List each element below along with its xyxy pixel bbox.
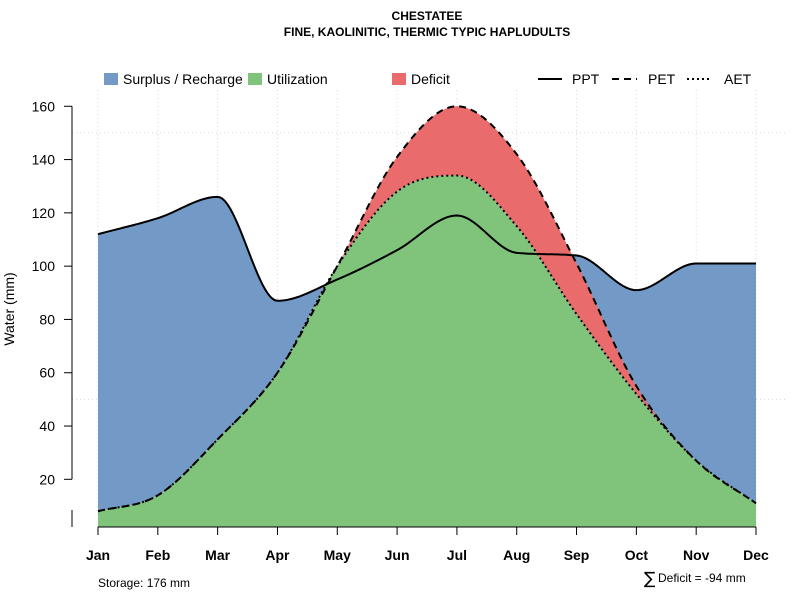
- y-axis-title: Water (mm): [1, 272, 17, 345]
- x-tick-label: Aug: [503, 547, 530, 563]
- x-tick-label: Apr: [265, 547, 290, 563]
- legend: Surplus / Recharge Utilization Deficit P…: [104, 71, 752, 87]
- y-tick-label: 40: [39, 418, 55, 434]
- legend-label-deficit: Deficit: [411, 71, 450, 87]
- legend-swatch-surplus: [104, 73, 118, 85]
- y-tick-label: 100: [32, 258, 56, 274]
- legend-swatch-utilization: [248, 73, 262, 85]
- x-tick-label: Jul: [447, 547, 467, 563]
- series-lines: [97, 105, 757, 513]
- legend-label-pet: PET: [648, 71, 676, 87]
- deficit-note: Deficit = -94 mm: [658, 571, 746, 585]
- legend-label-utilization: Utilization: [267, 71, 328, 87]
- x-tick-label: Nov: [683, 547, 710, 563]
- y-tick-label: 160: [32, 98, 56, 114]
- area-utilization: [98, 175, 756, 527]
- chart-subtitle: FINE, KAOLINITIC, THERMIC TYPIC HAPLUDUL…: [284, 25, 570, 39]
- y-tick-label: 20: [39, 471, 55, 487]
- x-tick-label: Jan: [86, 547, 110, 563]
- y-tick-label: 80: [39, 311, 55, 327]
- series-line-ppt: [97, 195, 756, 302]
- x-tick-label: Dec: [743, 547, 769, 563]
- area-surplus-recharge: [98, 175, 756, 512]
- y-tick-label: 140: [32, 152, 56, 168]
- areas: [98, 106, 756, 527]
- storage-note: Storage: 176 mm: [98, 576, 190, 590]
- x-tick-label: Sep: [564, 547, 590, 563]
- series-line-aet: [97, 174, 757, 513]
- x-tick-label: Mar: [205, 547, 230, 563]
- legend-label-ppt: PPT: [572, 71, 600, 87]
- legend-label-aet: AET: [724, 71, 752, 87]
- sum-symbol: ∑: [644, 569, 656, 589]
- legend-swatch-deficit: [392, 73, 406, 85]
- y-tick-label: 60: [39, 365, 55, 381]
- legend-label-surplus: Surplus / Recharge: [123, 71, 243, 87]
- axes: 20 40 60 80 100 120 140 160 Jan Feb Mar Apr May Jun Ju…: [32, 98, 769, 563]
- x-tick-label: May: [324, 547, 351, 563]
- chart-title: CHESTATEE: [392, 9, 463, 23]
- x-tick-label: Feb: [145, 547, 170, 563]
- y-tick-label: 120: [32, 205, 56, 221]
- x-tick-label: Jun: [385, 547, 410, 563]
- x-tick-label: Oct: [625, 547, 649, 563]
